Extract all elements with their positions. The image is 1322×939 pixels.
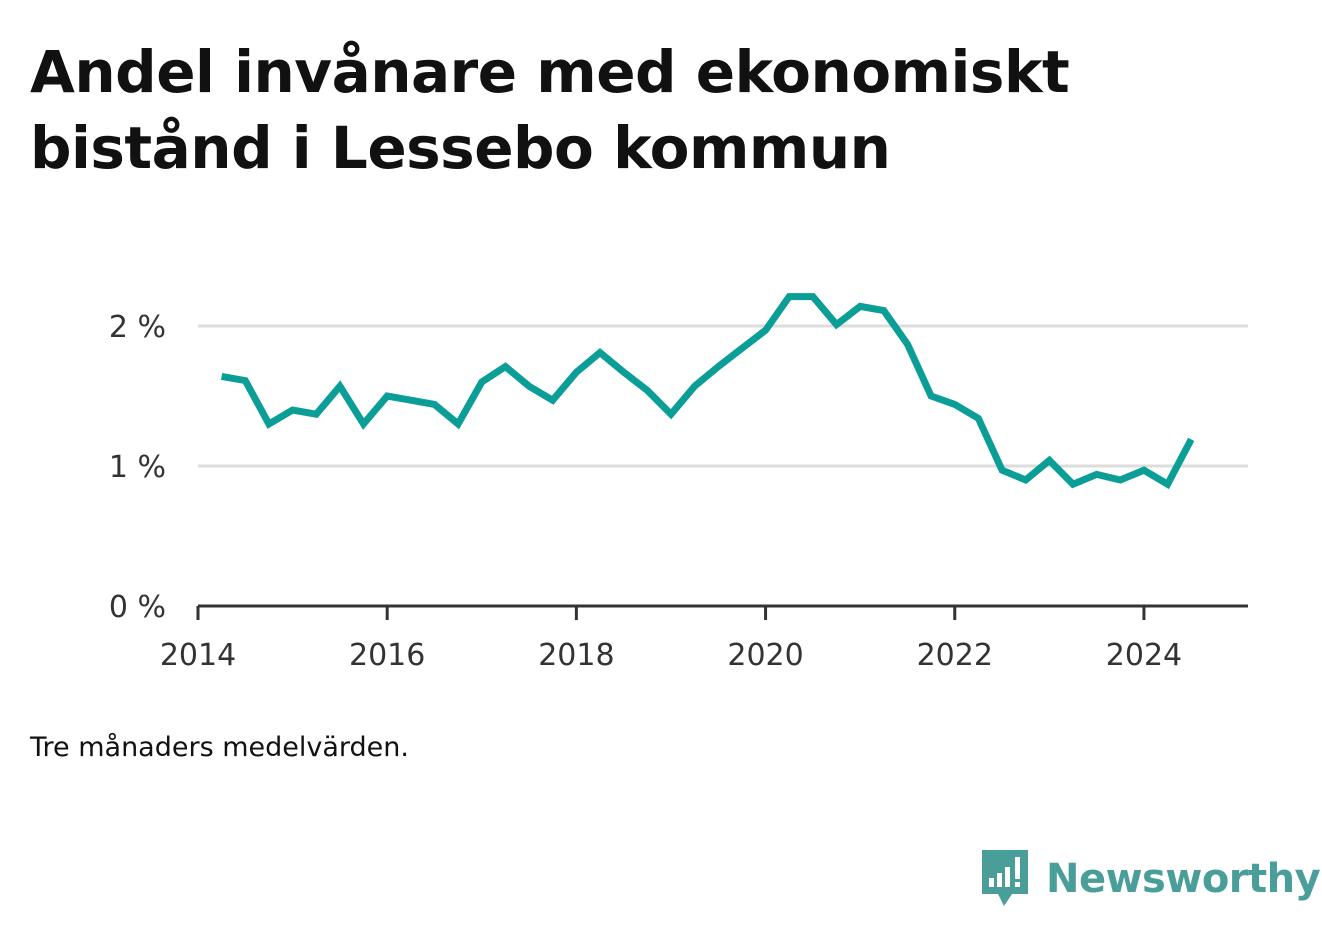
x-tick-label: 2016 bbox=[349, 638, 425, 673]
newsworthy-logo: Newsworthy bbox=[980, 848, 1321, 910]
y-tick-label: 0 % bbox=[109, 590, 166, 625]
chart-title: Andel invånare med ekonomiskt bistånd i … bbox=[30, 38, 1070, 182]
x-tick-label: 2018 bbox=[538, 638, 614, 673]
x-tick-label: 2024 bbox=[1106, 638, 1182, 673]
series-layer bbox=[220, 293, 1195, 490]
x-tick-label: 2014 bbox=[160, 638, 236, 673]
x-tick-label: 2022 bbox=[917, 638, 993, 673]
brand-name: Newsworthy bbox=[1046, 856, 1321, 902]
series-line bbox=[220, 293, 1195, 490]
x-tick-label: 2020 bbox=[727, 638, 803, 673]
y-axis-tick-labels: 0 % 1 % 2 % bbox=[109, 310, 166, 625]
chart-note: Tre månaders medelvärden. bbox=[30, 732, 409, 763]
y-tick-label: 2 % bbox=[109, 310, 166, 345]
gridlines bbox=[198, 324, 1248, 468]
x-axis-tick-labels: 2014 2016 2018 2020 2022 2024 bbox=[160, 638, 1182, 673]
newsworthy-logo-icon bbox=[982, 850, 1028, 906]
x-axis bbox=[196, 604, 1248, 620]
y-tick-label: 1 % bbox=[109, 450, 166, 485]
